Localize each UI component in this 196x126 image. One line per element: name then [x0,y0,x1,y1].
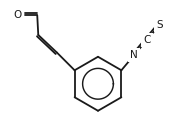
Text: O: O [14,10,22,20]
Text: C: C [143,35,151,45]
Text: S: S [156,20,163,30]
Text: N: N [130,50,138,60]
